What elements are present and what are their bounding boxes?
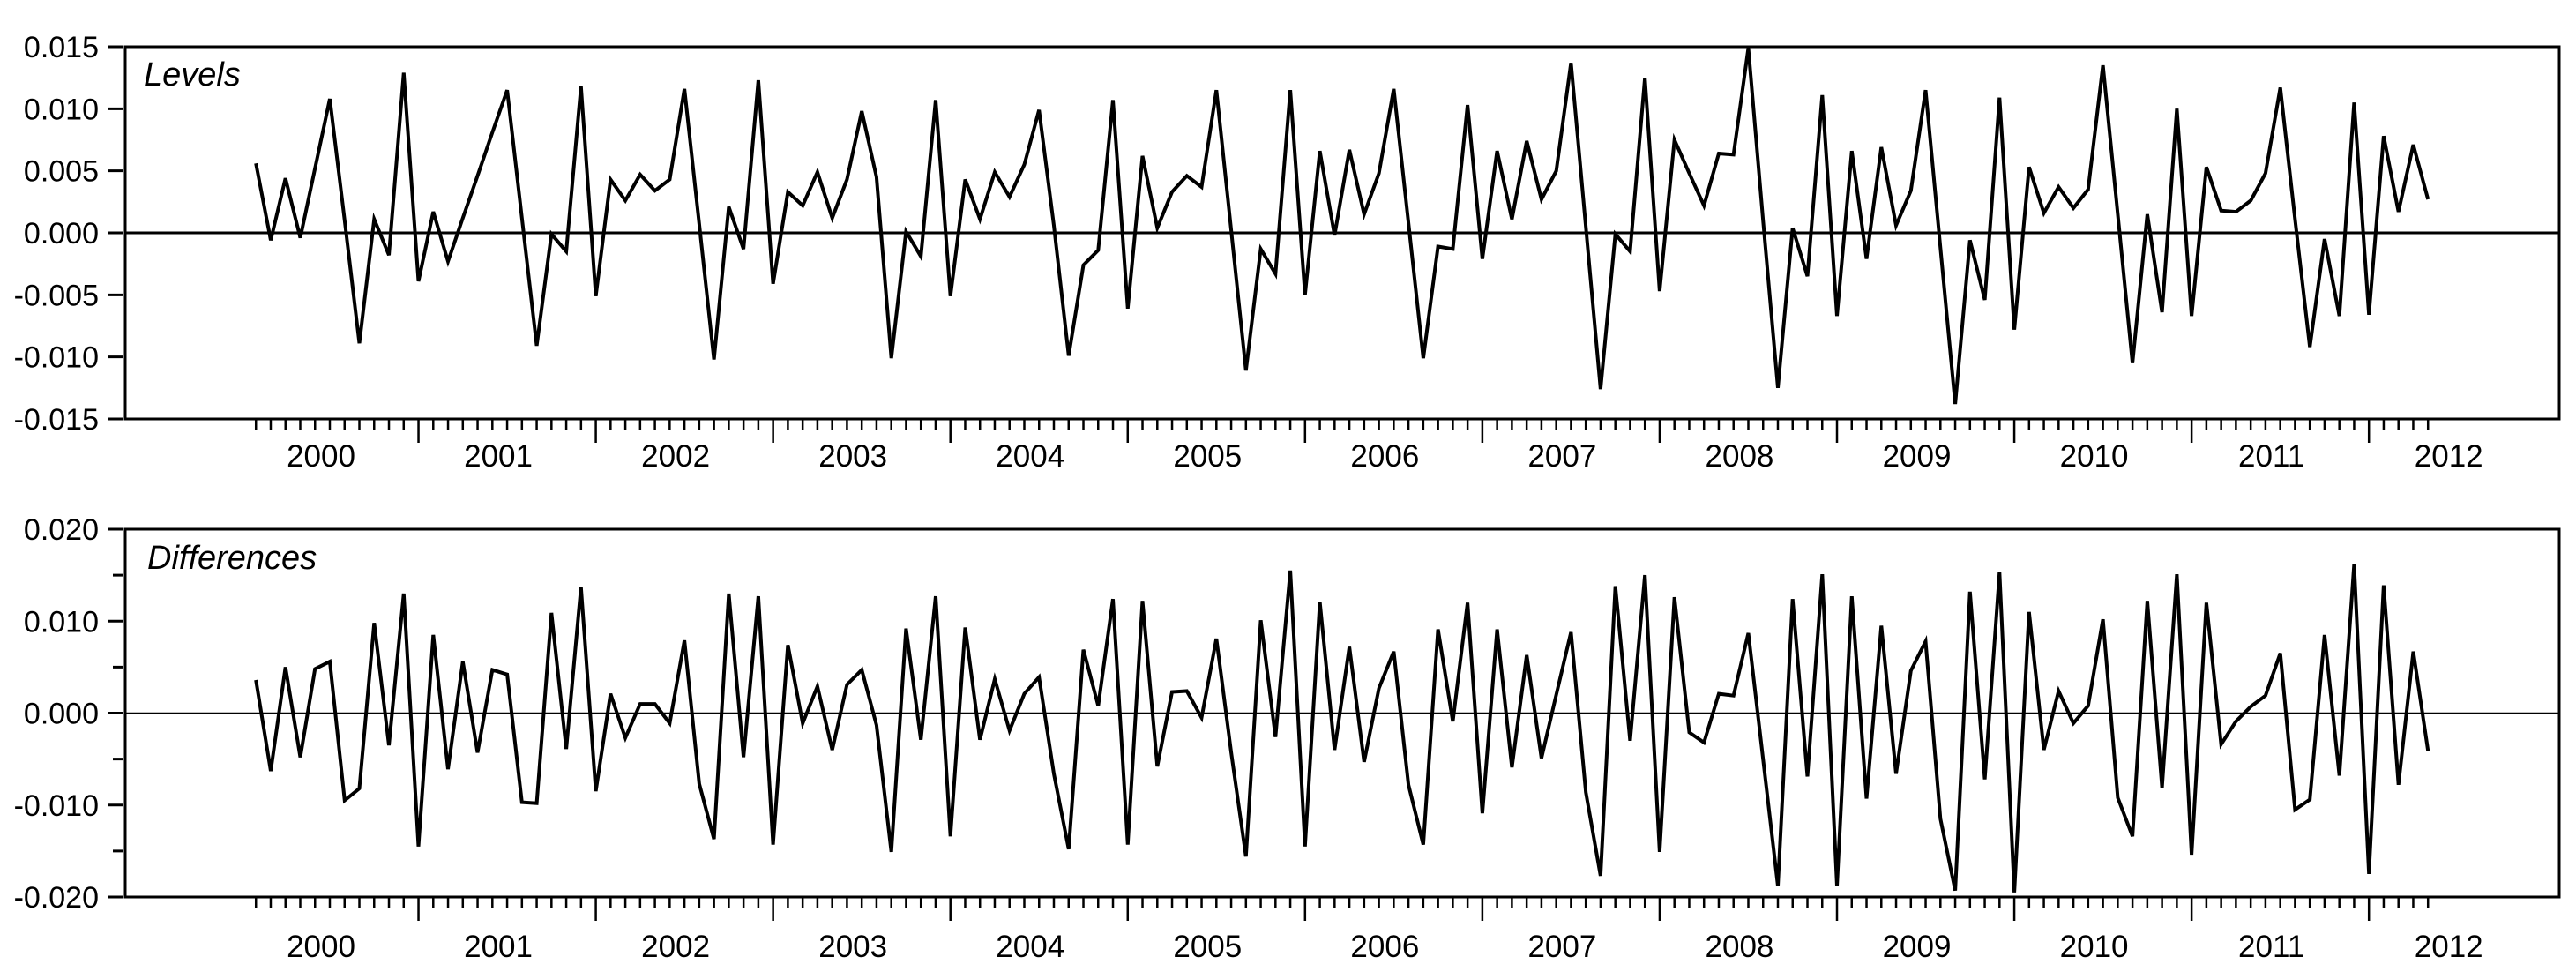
- y-axis-tick-label: 0.015: [24, 31, 99, 64]
- x-axis-year-label: 2001: [464, 439, 533, 474]
- x-axis-year-label: 2012: [2415, 930, 2483, 964]
- levels-panel: 0.015 0.010 0.005 0.000 -0.005 -0.010 -0.015 2…: [14, 31, 2561, 474]
- y-axis-tick-label: 0.000: [24, 698, 99, 731]
- differences-x-year-labels: 2000 2001 2002 2003 2004 2005 2006 2007 2008 2009…: [287, 930, 2483, 964]
- levels-y-tick-labels: 0.015 0.010 0.005 0.000 -0.005 -0.010 -0.015: [14, 31, 99, 437]
- differences-y-tick-labels: 0.020 0.010 0.000 -0.010 -0.020: [14, 513, 99, 915]
- x-axis-year-label: 2011: [2238, 439, 2304, 474]
- x-axis-year-label: 2003: [818, 930, 887, 964]
- differences-panel: 0.020 0.010 0.000 -0.010 -0.020 2000 2001 2002…: [14, 513, 2561, 964]
- x-axis-year-label: 2007: [1527, 930, 1596, 964]
- levels-y-ticks: [108, 45, 123, 421]
- y-axis-tick-label: 0.000: [24, 217, 99, 250]
- x-axis-year-label: 2008: [1706, 439, 1774, 474]
- x-axis-year-label: 2005: [1173, 439, 1242, 474]
- y-axis-tick-label: -0.010: [14, 789, 99, 823]
- levels-x-ticks: [254, 419, 2430, 443]
- levels-series-line: [254, 48, 2430, 405]
- x-axis-year-label: 2009: [1883, 930, 1952, 964]
- x-axis-year-label: 2007: [1527, 439, 1596, 474]
- x-axis-year-label: 2008: [1706, 930, 1774, 964]
- x-axis-year-label: 2002: [641, 930, 710, 964]
- differences-x-ticks: [254, 897, 2430, 921]
- x-axis-year-label: 2003: [818, 439, 887, 474]
- x-axis-year-label: 2010: [2060, 439, 2129, 474]
- x-axis-year-label: 2010: [2060, 930, 2129, 964]
- y-axis-tick-label: 0.010: [24, 93, 99, 126]
- y-axis-tick-label: -0.015: [14, 403, 99, 437]
- y-axis-tick-label: 0.005: [24, 155, 99, 189]
- x-axis-year-label: 2011: [2238, 930, 2304, 964]
- y-axis-tick-label: -0.005: [14, 279, 99, 312]
- y-axis-tick-label: -0.010: [14, 341, 99, 375]
- x-axis-year-label: 2000: [287, 930, 355, 964]
- levels-panel-title: Levels: [144, 56, 241, 93]
- differences-panel-title: Differences: [147, 540, 317, 577]
- levels-x-year-labels: 2000 2001 2002 2003 2004 2005 2006 2007 2008 2009…: [287, 439, 2483, 474]
- differences-y-ticks: [108, 527, 123, 899]
- x-axis-year-label: 2004: [996, 930, 1064, 964]
- x-axis-year-label: 2006: [1350, 930, 1419, 964]
- x-axis-year-label: 2004: [996, 439, 1064, 474]
- x-axis-year-label: 2009: [1883, 439, 1952, 474]
- x-axis-year-label: 2006: [1350, 439, 1419, 474]
- x-axis-year-label: 2001: [464, 930, 533, 964]
- x-axis-year-label: 2012: [2415, 439, 2483, 474]
- y-axis-tick-label: 0.010: [24, 605, 99, 639]
- x-axis-year-label: 2000: [287, 439, 355, 474]
- differences-series-line: [254, 564, 2430, 893]
- x-axis-year-label: 2002: [641, 439, 710, 474]
- x-axis-year-label: 2005: [1173, 930, 1242, 964]
- y-axis-tick-label: 0.020: [24, 513, 99, 547]
- y-axis-tick-label: -0.020: [14, 881, 99, 915]
